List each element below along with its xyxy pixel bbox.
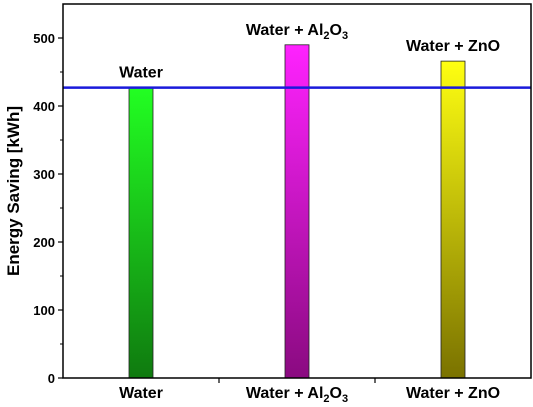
bar-labels-group: Water Water + Al2O3 Water + ZnO	[119, 22, 500, 82]
y-axis: 0 100 200 300 400 500	[33, 31, 63, 386]
y-tick-label: 0	[48, 371, 55, 386]
y-tick-label: 100	[33, 303, 55, 318]
bar-3	[440, 60, 466, 379]
bar-2	[284, 44, 310, 379]
y-tick-label: 500	[33, 31, 55, 46]
y-tick-label: 200	[33, 235, 55, 250]
bars-group	[128, 44, 466, 379]
x-tick-label-3: Water + ZnO	[406, 385, 500, 402]
y-axis-title: Energy Saving [kWh]	[4, 106, 23, 276]
bar-1	[128, 87, 154, 379]
bar-label-3: Water + ZnO	[406, 38, 500, 55]
y-tick-label: 300	[33, 167, 55, 182]
bar-label-1: Water	[119, 65, 163, 82]
x-tick-label-1: Water	[119, 385, 163, 402]
y-tick-label: 400	[33, 99, 55, 114]
bar-label-2: Water + Al2O3	[246, 22, 348, 42]
plot-frame	[62, 3, 532, 379]
x-axis: Water Water + Al2O3 Water + ZnO	[119, 378, 500, 405]
x-tick-label-2: Water + Al2O3	[246, 385, 348, 405]
